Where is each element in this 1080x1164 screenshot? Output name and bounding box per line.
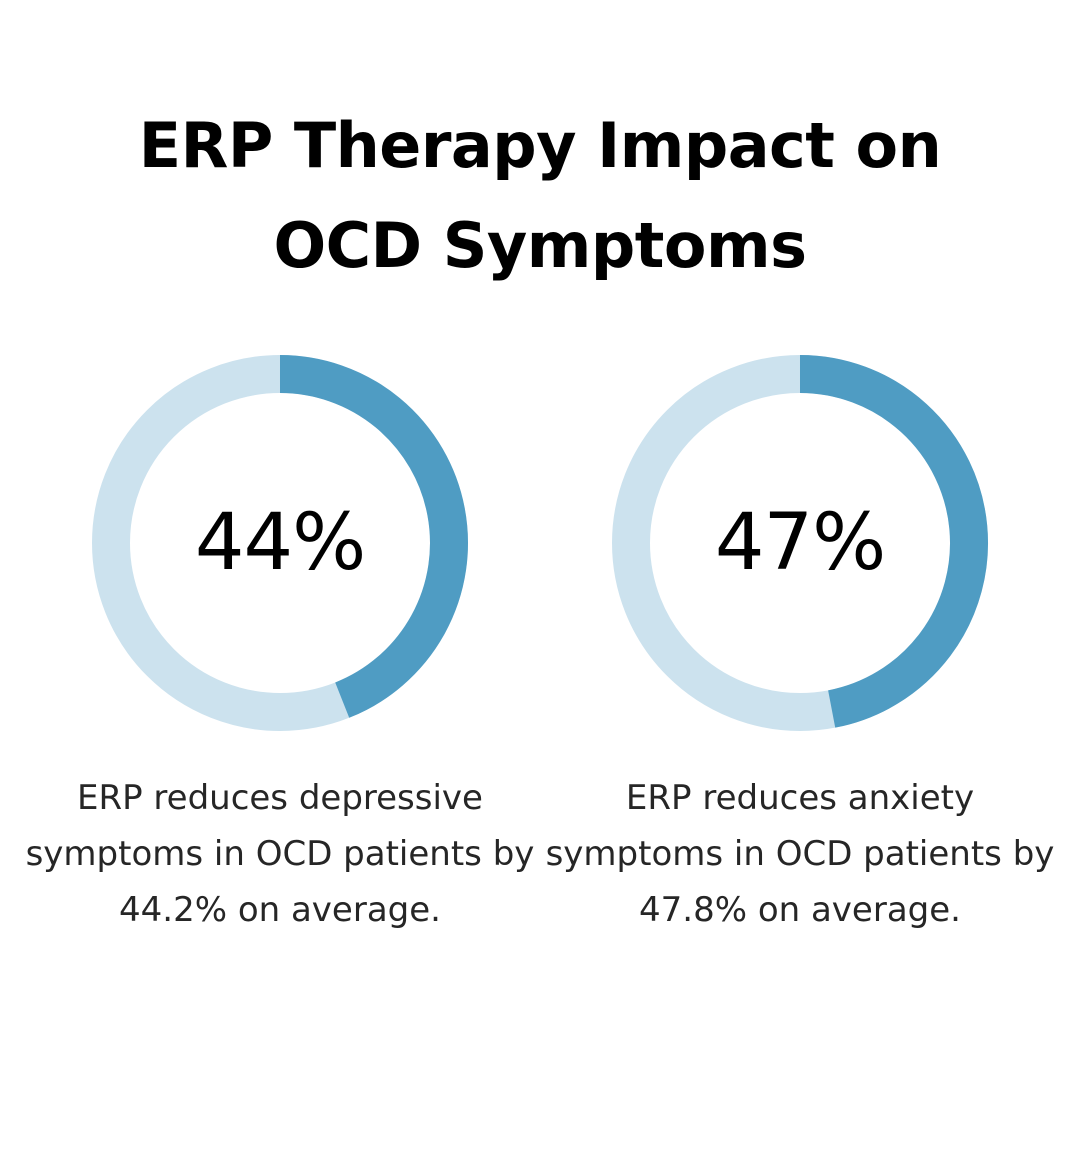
donut-svg: [612, 355, 989, 731]
donut-arc: [799, 355, 989, 728]
donut-chart-depressive: 44%: [90, 352, 470, 734]
donut-arc: [279, 355, 468, 718]
donut-chart-anxiety: 47%: [610, 352, 990, 734]
caption-depressive: ERP reduces depressive symptoms in OCD p…: [25, 778, 535, 930]
donut-value-label: 47%: [714, 498, 886, 588]
donut-svg: [92, 355, 468, 731]
chart-title: ERP Therapy Impact on OCD Symptoms: [138, 109, 942, 282]
caption-anxiety: ERP reduces anxiety symptoms in OCD pati…: [545, 778, 1055, 930]
donut-value-label: 44%: [194, 498, 366, 588]
